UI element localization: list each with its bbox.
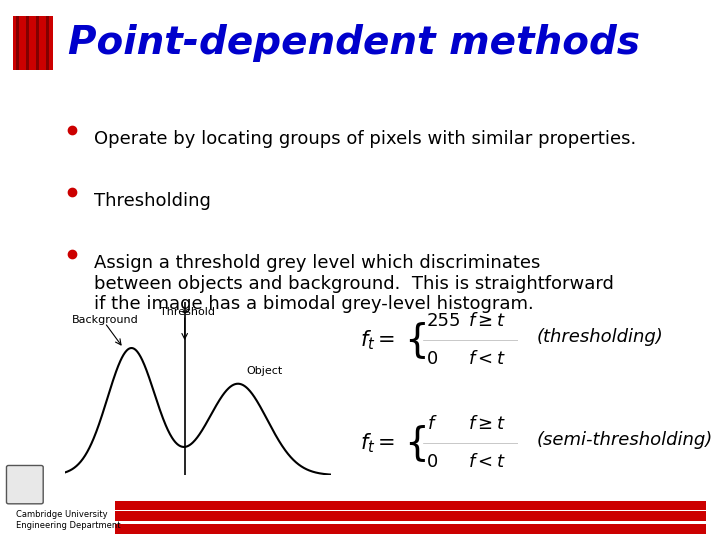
Text: Point-dependent methods: Point-dependent methods — [68, 24, 640, 62]
Text: $f \geq t$: $f \geq t$ — [468, 312, 505, 330]
Text: Threshold: Threshold — [160, 307, 215, 318]
Text: $f_t=$: $f_t=$ — [360, 328, 395, 352]
Text: 255: 255 — [426, 312, 461, 330]
Bar — [45, 16, 49, 70]
Text: {: { — [405, 424, 429, 462]
Text: {: { — [405, 321, 429, 359]
Text: Cambridge University
Engineering Department: Cambridge University Engineering Departm… — [16, 510, 120, 530]
Text: $f < t$: $f < t$ — [468, 350, 505, 368]
Bar — [13, 16, 53, 70]
Text: $f_t=$: $f_t=$ — [360, 431, 395, 455]
Bar — [36, 16, 39, 70]
Bar — [115, 511, 706, 521]
Text: $f \geq t$: $f \geq t$ — [468, 415, 505, 433]
Bar — [16, 16, 19, 70]
Bar — [26, 16, 30, 70]
Text: $f$: $f$ — [426, 415, 437, 433]
Text: Operate by locating groups of pixels with similar properties.: Operate by locating groups of pixels wit… — [94, 130, 636, 147]
Text: 0: 0 — [426, 453, 438, 471]
Bar — [115, 524, 706, 534]
Text: 0: 0 — [426, 350, 438, 368]
Text: (thresholding): (thresholding) — [536, 328, 663, 347]
FancyBboxPatch shape — [6, 465, 43, 504]
Text: Thresholding: Thresholding — [94, 192, 210, 210]
Text: $f < t$: $f < t$ — [468, 453, 505, 471]
Text: Assign a threshold grey level which discriminates
between objects and background: Assign a threshold grey level which disc… — [94, 254, 613, 313]
Bar — [115, 501, 706, 510]
Text: (semi-thresholding): (semi-thresholding) — [536, 431, 713, 449]
Text: Object: Object — [246, 366, 282, 376]
Text: Background: Background — [71, 315, 138, 325]
